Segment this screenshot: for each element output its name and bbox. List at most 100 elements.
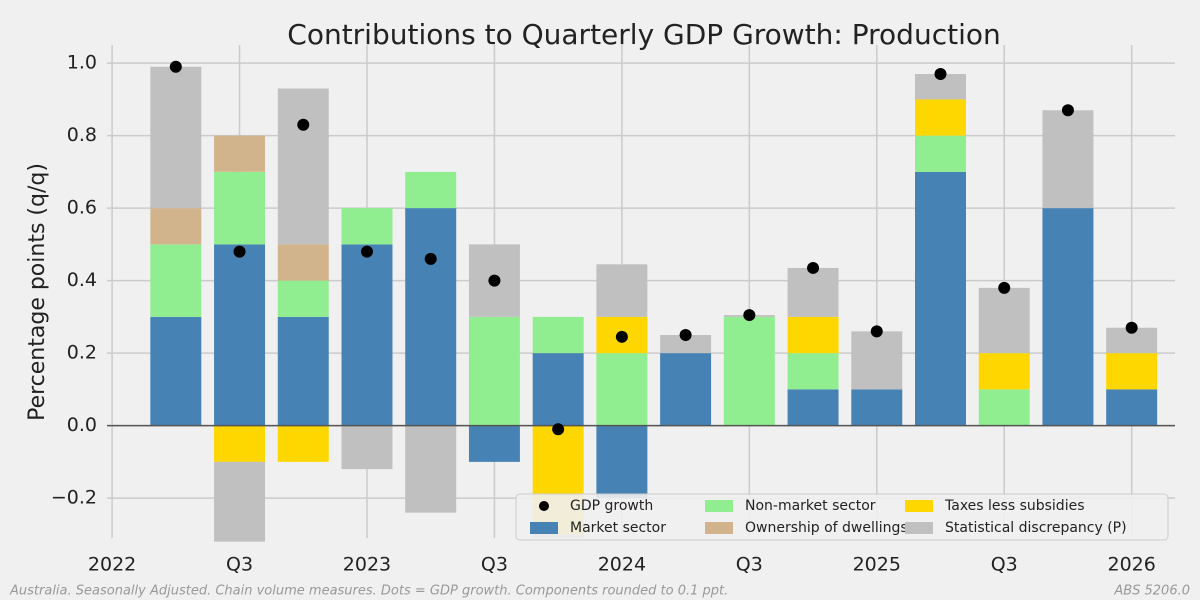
- bar-segment: [150, 208, 202, 245]
- legend-swatch: [530, 522, 558, 534]
- gdp-dot: [360, 245, 373, 258]
- legend-label: GDP growth: [570, 498, 653, 514]
- bar-segment: [787, 353, 839, 390]
- bar-segment: [596, 264, 648, 317]
- bar-segment: [214, 461, 266, 542]
- legend-swatch: [705, 500, 733, 512]
- x-tick-label: Q3: [736, 554, 763, 576]
- gdp-dot: [424, 252, 437, 265]
- chart-title: Contributions to Quarterly GDP Growth: P…: [287, 18, 1000, 51]
- gdp-dot: [297, 118, 310, 131]
- y-tick-label: 0.6: [67, 197, 97, 219]
- gdp-dot: [998, 281, 1011, 294]
- bar-segment: [1106, 389, 1158, 426]
- bar-segment: [341, 244, 393, 426]
- gdp-dot: [552, 423, 565, 436]
- gdp-dot: [743, 309, 756, 322]
- gdp-dot: [934, 68, 947, 80]
- bar-segment: [787, 316, 839, 354]
- bar-segment: [277, 280, 329, 317]
- bar-segment: [660, 353, 712, 426]
- bar-segment: [277, 316, 329, 426]
- bar-segment: [277, 425, 329, 462]
- legend-label: Market sector: [570, 520, 666, 536]
- x-tick-label: Q3: [226, 554, 253, 576]
- bar-segment: [596, 353, 648, 426]
- bar-segment: [978, 287, 1030, 354]
- bar-segment: [915, 171, 966, 426]
- legend: GDP growth Market sector Non-market sector…: [515, 493, 1169, 541]
- y-tick-label: −0.2: [51, 487, 97, 509]
- legend-swatch: [705, 522, 733, 534]
- bar-segment: [978, 389, 1030, 426]
- bar-segment: [851, 331, 903, 390]
- x-tick-label: 2022: [88, 554, 136, 576]
- legend-swatch: [905, 500, 933, 512]
- y-tick-label: 1.0: [67, 52, 97, 74]
- bar-segment: [150, 244, 202, 317]
- x-tick-label: 2026: [1107, 554, 1155, 576]
- bar-segment: [214, 171, 266, 245]
- x-tick-label: 2025: [853, 554, 901, 576]
- bar-segment: [978, 353, 1030, 390]
- bar-segment: [915, 135, 966, 172]
- bar-segment: [150, 66, 202, 209]
- gdp-dot: [233, 245, 246, 258]
- gdp-dot: [807, 261, 820, 274]
- y-tick-label: 0.0: [67, 414, 97, 436]
- bar-segment: [1042, 110, 1094, 209]
- bar-segment: [787, 389, 839, 426]
- y-tick-label: 0.2: [67, 342, 97, 364]
- legend-label: Taxes less subsidies: [944, 498, 1085, 514]
- bar-segment: [341, 425, 393, 470]
- bar-segment: [468, 425, 520, 462]
- legend-label: Non-market sector: [745, 498, 876, 514]
- bar-segment: [915, 99, 966, 136]
- x-tick-label: Q3: [991, 554, 1018, 576]
- bar-segment: [405, 208, 457, 426]
- legend-label: Ownership of dwellings: [745, 520, 908, 536]
- legend-box: [515, 493, 1169, 541]
- bar-segment: [150, 316, 202, 426]
- bar-segment: [214, 425, 266, 462]
- bar-segment: [1042, 208, 1094, 426]
- bar-segment: [851, 389, 903, 426]
- x-tick-label: 2024: [598, 554, 646, 576]
- bar-segment: [532, 316, 584, 354]
- legend-marker: [539, 501, 549, 511]
- bar-segment: [723, 316, 775, 426]
- gdp-dot: [679, 329, 692, 341]
- bar-segment: [1106, 353, 1158, 390]
- x-tick-label: 2023: [343, 554, 391, 576]
- x-tick-label: Q3: [481, 554, 508, 576]
- bar-segment: [277, 244, 329, 281]
- bar-segment: [405, 425, 457, 513]
- bar-segment: [277, 88, 329, 245]
- bar-segment: [660, 335, 712, 354]
- bar-segment: [532, 353, 584, 426]
- gdp-dot: [1125, 321, 1138, 334]
- bar-segment: [214, 244, 266, 426]
- bars: [107, 66, 1175, 542]
- gdp-dot: [870, 325, 883, 338]
- gdp-dot: [615, 330, 628, 343]
- bar-segment: [405, 171, 457, 209]
- dots: [169, 60, 1138, 436]
- bar-segment: [214, 135, 266, 172]
- bar-segment: [341, 208, 393, 245]
- footnote: Australia. Seasonally Adjusted. Chain vo…: [9, 584, 728, 599]
- source: ABS 5206.0: [1113, 584, 1190, 599]
- legend-label: Statistical discrepancy (P): [945, 520, 1127, 536]
- legend-swatch: [905, 522, 933, 534]
- gdp-dot: [1061, 104, 1074, 117]
- y-tick-label: 0.8: [67, 124, 97, 146]
- gdp-dot: [169, 60, 182, 73]
- bar-segment: [596, 425, 648, 499]
- gdp-dot: [488, 274, 501, 287]
- y-tick-label: 0.4: [67, 269, 97, 291]
- y-axis-label: Percentage points (q/q): [25, 163, 50, 421]
- bar-segment: [468, 316, 520, 426]
- bar-segment: [787, 267, 839, 317]
